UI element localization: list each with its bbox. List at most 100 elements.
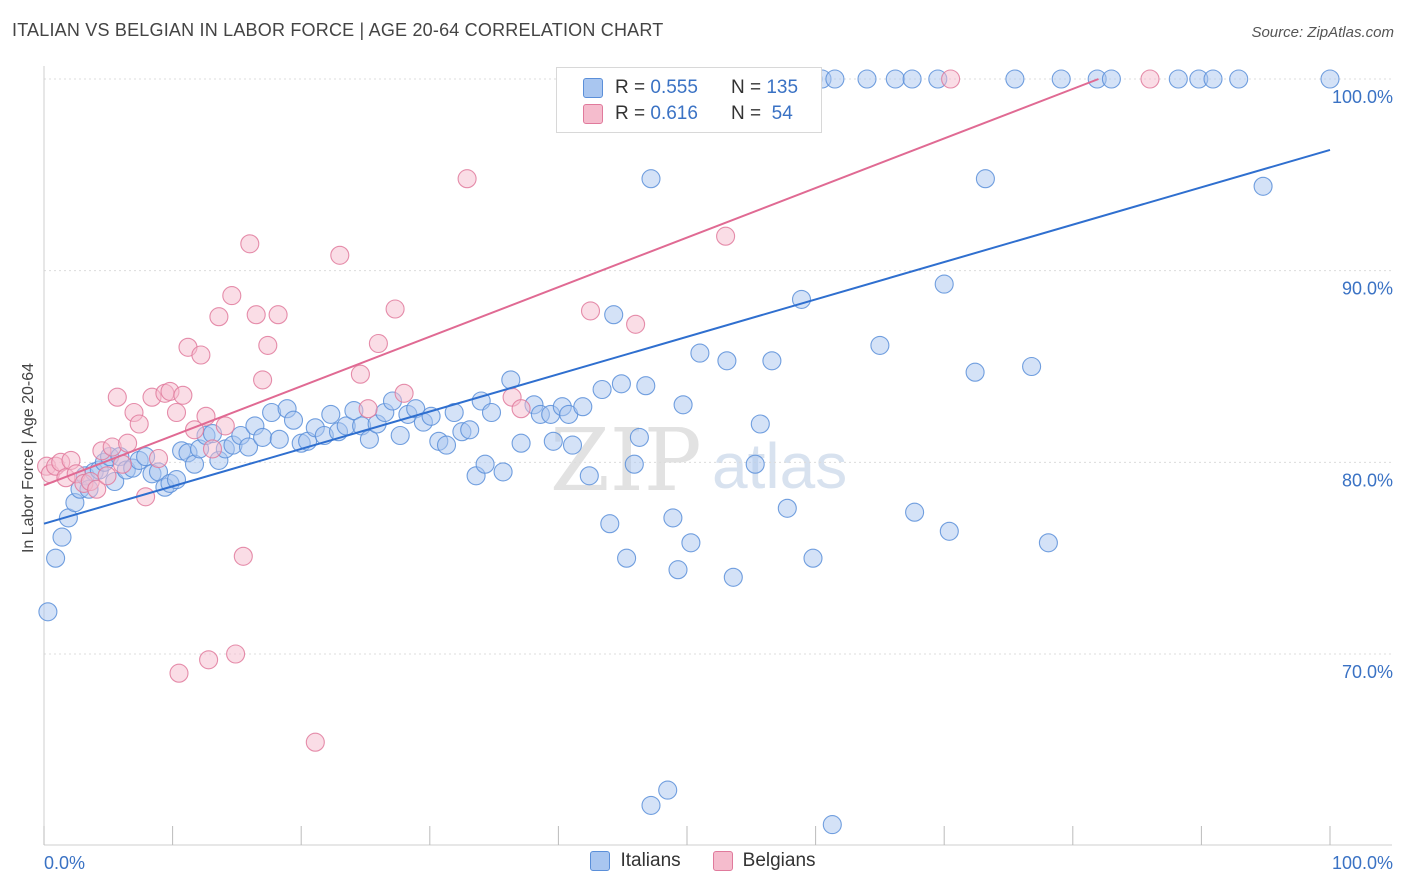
data-point-italians [38, 602, 58, 622]
data-point-belgians [87, 479, 107, 499]
x-tick-label-min: 0.0% [44, 853, 85, 873]
belgians-n-value: 54 [771, 103, 793, 124]
italians-r-value: 0.555 [650, 77, 698, 98]
data-point-italians [681, 533, 701, 553]
data-point-italians [269, 429, 289, 449]
data-point-italians [1022, 356, 1042, 377]
data-point-italians [321, 404, 341, 424]
chart-title: ITALIAN VS BELGIAN IN LABOR FORCE | AGE … [12, 20, 664, 40]
data-point-italians [573, 397, 593, 417]
bottom-legend: Italians Belgians [0, 850, 1406, 872]
data-point-italians [641, 795, 661, 815]
data-point-italians [629, 427, 649, 447]
data-point-italians [600, 514, 620, 534]
data-point-belgians [253, 370, 273, 390]
data-point-italians [481, 402, 502, 423]
data-point-italians [803, 548, 823, 568]
data-point-belgians [169, 663, 189, 683]
stats-legend: R = 0.555 N = 135 R = 0.616 N = 54 [556, 67, 822, 133]
y-tick-label: 100.0% [1332, 87, 1393, 107]
data-point-belgians [215, 416, 235, 436]
data-point-italians [493, 462, 513, 482]
source-label: Source: ZipAtlas.com [1251, 24, 1394, 41]
data-point-italians [1253, 176, 1273, 196]
data-point-italians [1320, 69, 1340, 89]
data-point-belgians [240, 234, 260, 254]
data-point-italians [636, 376, 656, 396]
belgians-legend-label: Belgians [742, 850, 816, 871]
data-point-italians [1168, 69, 1188, 89]
data-point-italians [46, 548, 66, 568]
belgians-n-label: N = [730, 103, 762, 124]
data-point-belgians [226, 644, 246, 664]
legend-row-belgians: R = 0.616 N = 54 [583, 102, 793, 126]
data-point-belgians [330, 245, 350, 265]
data-point-belgians [626, 314, 646, 334]
data-point-belgians [394, 383, 414, 403]
data-point-italians [975, 169, 995, 189]
data-point-italians [1229, 69, 1249, 89]
data-point-italians [543, 431, 563, 451]
x-tick-label-max: 100.0% [1332, 853, 1393, 873]
data-point-belgians [511, 399, 531, 419]
legend-row-italians: R = 0.555 N = 135 [583, 76, 798, 100]
data-point-italians [390, 425, 410, 446]
data-point-italians [822, 815, 842, 835]
data-point-belgians [457, 169, 477, 189]
data-point-italians [238, 437, 259, 457]
data-point-italians [663, 508, 683, 528]
data-point-italians [604, 305, 624, 325]
data-point-italians [1005, 69, 1025, 89]
italians-legend-swatch [590, 851, 611, 871]
data-point-belgians [368, 333, 388, 354]
data-point-italians [611, 374, 631, 394]
data-point-italians [617, 548, 637, 568]
italians-swatch [583, 78, 603, 98]
data-point-italians [934, 274, 954, 294]
data-point-italians [460, 420, 480, 440]
belgians-swatch [583, 104, 603, 124]
data-point-belgians [268, 305, 288, 325]
data-point-italians [253, 427, 273, 447]
data-point-italians [1203, 69, 1223, 89]
data-point-italians [436, 435, 457, 455]
data-point-belgians [358, 399, 378, 419]
belgians-r-label: R = [615, 103, 646, 124]
data-point-belgians [222, 286, 242, 306]
data-point-italians [717, 351, 737, 371]
legend-item-belgians[interactable]: Belgians [712, 850, 816, 872]
data-point-italians [562, 435, 583, 455]
data-point-italians [52, 527, 72, 547]
data-point-belgians [118, 433, 138, 453]
data-point-italians [723, 567, 743, 587]
data-point-italians [359, 429, 379, 449]
y-tick-label: 90.0% [1342, 279, 1393, 299]
data-point-italians [673, 395, 693, 415]
data-point-italians [857, 69, 877, 89]
data-point-italians [475, 454, 495, 474]
italians-n-value: 135 [766, 77, 799, 98]
data-point-italians [825, 69, 845, 89]
data-point-belgians [385, 299, 405, 319]
data-point-belgians [173, 385, 193, 405]
data-point-belgians [305, 732, 325, 752]
data-point-italians [690, 343, 710, 363]
italians-n-label: N = [730, 77, 762, 98]
data-point-italians [1051, 69, 1071, 89]
belgians-r-value: 0.616 [650, 103, 698, 124]
data-point-italians [902, 69, 922, 89]
data-point-belgians [191, 345, 211, 365]
data-point-belgians [148, 448, 169, 469]
data-point-italians [762, 351, 782, 371]
legend-item-italians[interactable]: Italians [590, 850, 681, 872]
watermark-atlas: atlas [712, 430, 847, 502]
data-point-belgians [350, 364, 370, 384]
y-axis-label: In Labor Force | Age 20-64 [20, 363, 37, 553]
y-tick-label: 80.0% [1342, 470, 1393, 490]
data-point-italians [1101, 69, 1121, 89]
data-point-belgians [246, 305, 266, 325]
italians-legend-label: Italians [620, 850, 681, 871]
trendline-italians [43, 148, 1331, 525]
data-point-belgians [97, 466, 117, 486]
